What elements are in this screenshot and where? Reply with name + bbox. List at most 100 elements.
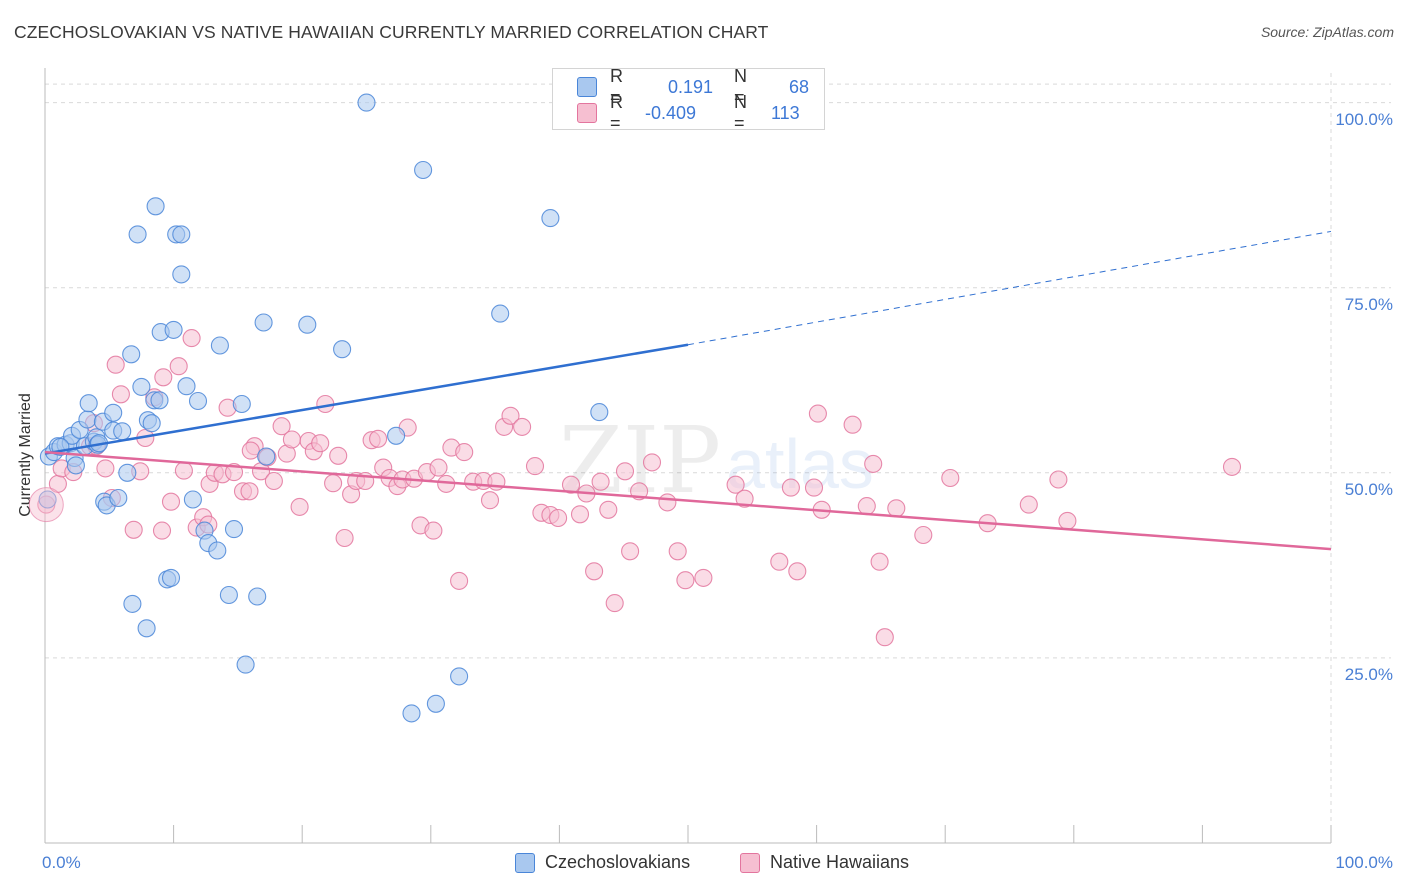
native-hawaiian-point [676,571,695,590]
native-hawaiian-point [174,461,193,480]
czechoslovakian-point [590,403,609,422]
czechoslovakian-point [188,391,208,411]
native-hawaiian-point [501,406,520,425]
native-hawaiian-point [570,505,590,524]
native-hawaiian-point [591,472,610,491]
native-hawaiian-point [658,493,677,512]
native-hawaiian-point [525,457,545,476]
native-hawaiian-point [282,430,301,449]
r-value: 0.191 [668,76,714,97]
legend-label: Native Hawaiians [770,852,910,872]
n-label: N = [734,66,747,107]
czechoslovakian-point [183,490,202,509]
native-hawaiian-point [106,355,125,374]
native-hawaiian-point [843,415,862,434]
native-hawaiian-point [96,459,115,478]
native-hawaiian-point [549,508,568,528]
native-hawaiian-point [290,497,309,516]
czechoslovakian-point [426,694,445,713]
czechoslovakian-point [104,403,123,422]
native-hawaiian-point [857,497,876,516]
y-tick-label: 100.0% [1335,109,1393,129]
czechoslovakian-point [132,377,151,396]
native-hawaiian-point [182,329,201,348]
native-hawaiian-point [450,571,469,590]
native-hawaiian-point [1049,470,1068,489]
czechoslovakian-point [402,704,421,723]
native-hawaiian-point [152,521,172,540]
czechoslovakian-point [387,426,406,445]
native-hawaiian-point [241,441,260,460]
native-hawaiian-point [240,482,259,501]
czechoslovakian-point [450,667,469,686]
native-hawaiian-point [875,628,894,647]
y-tick-label: 75.0% [1344,294,1393,314]
czechoslovakian-point [177,377,196,396]
legend-label: Czechoslovakians [545,852,691,872]
native-hawaiian-point [914,525,933,545]
czechoslovakian-trend-extension [687,230,1332,346]
trend-lines [44,230,1332,551]
native-hawaiian-point [864,454,883,473]
native-hawaiian-point [1058,511,1077,530]
r-value: -0.409 [645,102,697,123]
czechoslovakian-point [146,197,165,216]
native-hawaiian-point [808,404,827,423]
native-hawaiian-point [264,471,283,491]
n-value: 68 [789,76,810,97]
czechoslovakian-point [128,225,147,244]
czechoslovakian-point [541,209,560,228]
czechoslovakian-point [298,315,317,334]
czechoslovakian-point [248,587,267,606]
native-hawaiian-point [599,500,618,519]
czechoslovakian-trend-line [44,343,689,455]
native-hawaiian-point [788,562,807,581]
x-tick-label-max: 100.0% [1335,853,1393,872]
legend-item-czechoslovakians[interactable]: Czechoslovakians [515,852,690,873]
czechoslovakian-point [172,225,191,244]
czechoslovakian-point [113,422,132,441]
czechoslovakian-point [232,394,251,414]
native-hawaiian-point [770,552,789,571]
native-hawaiian-point [329,446,348,465]
n-label: N = [734,92,747,133]
czechoslovakian-point [210,336,229,355]
watermark-atlas: atlas [726,425,874,503]
swatch-icon [577,103,597,123]
native-hawaiian-point-large [28,487,64,523]
source-label: Source: ZipAtlas.com [1260,24,1394,40]
native-hawaiian-point [605,594,624,613]
legend-item-native-hawaiians[interactable]: Native Hawaiians [740,852,909,873]
native-hawaiian-point [726,475,745,494]
czechoslovakian-point [142,414,161,433]
czechoslovakian-point [333,340,352,359]
data-points [28,93,1242,723]
czechoslovakian-point [224,520,244,539]
native-hawaiian-point [169,357,188,376]
stats-legend: R = 0.191 N = 68 R = -0.409 N = 113 [552,66,825,133]
czechoslovakian-point [38,490,57,509]
r-label: R = [610,66,623,107]
x-tick-label-min: 0.0% [42,853,81,872]
native-hawaiian-point [668,542,687,561]
native-hawaiian-point [887,499,906,518]
czechoslovakian-point [161,568,181,587]
native-hawaiian-point [324,474,343,493]
czechoslovakian-point [414,160,433,180]
native-hawaiian-point [161,492,181,511]
native-hawaiian-point [735,489,754,508]
swatch-icon [577,77,597,97]
czechoslovakian-point [208,541,227,560]
native-hawaiian-point [585,562,604,581]
czechoslovakian-point [78,410,97,429]
czechoslovakian-point [66,456,85,475]
legend-swatch-icon [740,852,760,873]
native-hawaiian-point [1019,495,1038,514]
native-hawaiian-point [124,520,143,539]
czechoslovakian-point [109,488,128,508]
native-hawaiian-point [429,458,448,477]
czechoslovakian-point [118,463,137,482]
native-hawaiian-point [311,434,330,453]
native-hawaiian-point [480,491,500,510]
y-tick-label: 50.0% [1344,479,1393,499]
